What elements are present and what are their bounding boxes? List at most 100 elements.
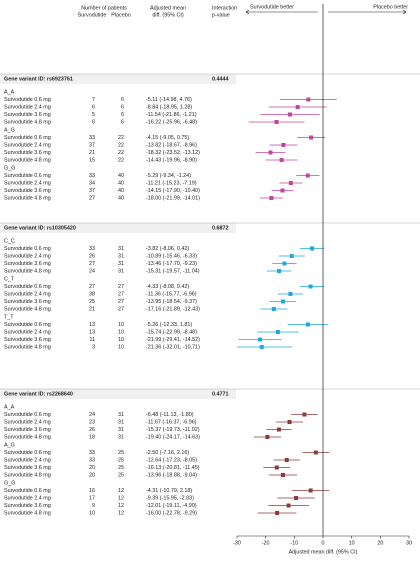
ci-row: [268, 503, 309, 508]
n-survodutide: 33: [89, 246, 95, 252]
n-survodutide: 27: [89, 195, 95, 201]
n-placebo: 12: [118, 510, 124, 516]
ci-label: -17.16 (-21.89, -12.43): [146, 306, 200, 312]
estimate: [275, 330, 280, 334]
ci-row: [268, 473, 298, 477]
ci-label: -18.32 (-23.52, -13.12): [146, 150, 200, 156]
row-label: Survodutide 4.8 mg: [4, 472, 51, 478]
genotype: A_G: [4, 127, 15, 133]
panel-header-band: [0, 74, 236, 84]
diff-header: diff. (95% CI): [152, 12, 184, 18]
estimate: [280, 188, 285, 193]
row-label: Survodutide 3.6 mg: [4, 150, 51, 156]
estimate: [281, 143, 286, 147]
direction-arrows: [245, 9, 407, 15]
ci-row: [263, 465, 291, 470]
interaction-header: p-value: [212, 12, 230, 18]
panel-header-band: [0, 223, 236, 233]
estimate: [265, 435, 270, 439]
n-survodutide: 20: [89, 465, 95, 471]
estimate: [282, 261, 287, 266]
n-survodutide: 37: [89, 188, 95, 194]
ci-label: -14.15 (-17.90, -10.40): [146, 188, 200, 194]
n-survodutide: 27: [89, 284, 95, 290]
estimate: [276, 427, 281, 432]
survodutide-header: Survodutide: [78, 12, 107, 18]
estimate: [306, 97, 311, 102]
estimate: [274, 465, 279, 470]
row-label: Survodutide 3.6 mg: [4, 503, 51, 509]
n-placebo: 31: [118, 419, 124, 425]
gene-id: Gene variant ID: rs2268640: [4, 391, 73, 397]
ci-label: -19.40 (-24.17, -14.63): [146, 434, 200, 440]
n-survodutide: 7: [92, 97, 95, 103]
row-label: Survodutide 2.4 mg: [4, 457, 51, 463]
row-label: Survodutide 2.4 mg: [4, 495, 51, 501]
estimate: [271, 307, 276, 311]
row-label: Survodutide 2.4 mg: [4, 104, 51, 110]
n-placebo: 10: [118, 322, 124, 328]
n-placebo: 12: [118, 503, 124, 509]
x-axis-title: Adjusted mean diff. (95% CI): [289, 549, 358, 555]
gene-id: Gene variant ID: rs10305420: [4, 225, 76, 231]
n-placebo: 31: [118, 268, 124, 274]
row-label: Survodutide 2.4 mg: [4, 329, 51, 335]
ci-row: [276, 420, 304, 424]
ci-label: -5.26 (-12.33, 1.81): [146, 322, 192, 328]
n-placebo: 22: [118, 150, 124, 156]
genotype: A_G: [4, 442, 15, 448]
n-placebo: 27: [118, 291, 124, 297]
row-label: Survodutide 3.6 mg: [4, 188, 51, 194]
ci-label: -16.22 (-25.96, -6.48): [146, 119, 197, 125]
row-label: Survodutide 4.8 mg: [4, 344, 51, 350]
n-survodutide: 33: [89, 173, 95, 179]
row-label: Survodutide 0.6 mg: [4, 173, 51, 179]
diff-header: Adjusted mean: [150, 5, 186, 11]
n-placebo: 10: [118, 337, 124, 343]
ci-row: [260, 112, 320, 117]
n-placebo: 25: [118, 472, 124, 478]
n-survodutide: 20: [89, 472, 95, 478]
placebo-header: Placebo: [111, 12, 130, 18]
ci-row: [280, 97, 337, 102]
estimate: [257, 337, 262, 342]
estimate: [294, 496, 299, 500]
n-survodutide: 26: [89, 427, 95, 433]
ci-row: [268, 105, 327, 109]
n-survodutide: 38: [89, 291, 95, 297]
genotype: T_T: [4, 314, 14, 320]
ci-label: -2.50 (-7.16, 2.16): [146, 450, 189, 456]
estimate: [268, 150, 273, 155]
x-tick-label: 20: [377, 540, 383, 546]
ci-row: [257, 330, 299, 334]
n-placebo: 40: [118, 195, 124, 201]
ci-row: [265, 158, 298, 162]
n-placebo: 10: [118, 329, 124, 335]
n-placebo: 27: [118, 284, 124, 290]
ci-row: [255, 150, 286, 155]
ci-label: -8.84 (-18.95, 1.28): [146, 104, 192, 110]
ci-label: -13.95 (-18.54, -9.37): [146, 299, 197, 305]
ci-row: [253, 435, 282, 439]
n-placebo: 22: [118, 157, 124, 163]
ci-label: -21.36 (-32.01, -10.71): [146, 344, 200, 350]
n-placebo: 25: [118, 457, 124, 463]
interaction-header: Interaction: [212, 5, 237, 11]
ci-row: [277, 496, 315, 500]
row-label: Survodutide 0.6 mg: [4, 488, 51, 494]
row-label: Survodutide 2.4 mg: [4, 180, 51, 186]
n-placebo: 12: [118, 495, 124, 501]
ci-label: -5.11 (-14.98, 4.76): [146, 97, 192, 103]
ci-row: [237, 345, 293, 349]
estimate: [286, 503, 291, 508]
x-tick-label: 0: [322, 540, 325, 546]
row-label: Survodutide 0.6 mg: [4, 412, 51, 418]
n-survodutide: 17: [89, 495, 95, 501]
ci-row: [279, 181, 303, 185]
estimate: [279, 158, 284, 162]
n-placebo: 40: [118, 180, 124, 186]
ci-label: -18.00 (-21.99, -14.01): [146, 195, 200, 201]
ci-row: [291, 412, 318, 417]
p-value: 0.6872: [212, 225, 229, 231]
estimate: [269, 196, 274, 200]
